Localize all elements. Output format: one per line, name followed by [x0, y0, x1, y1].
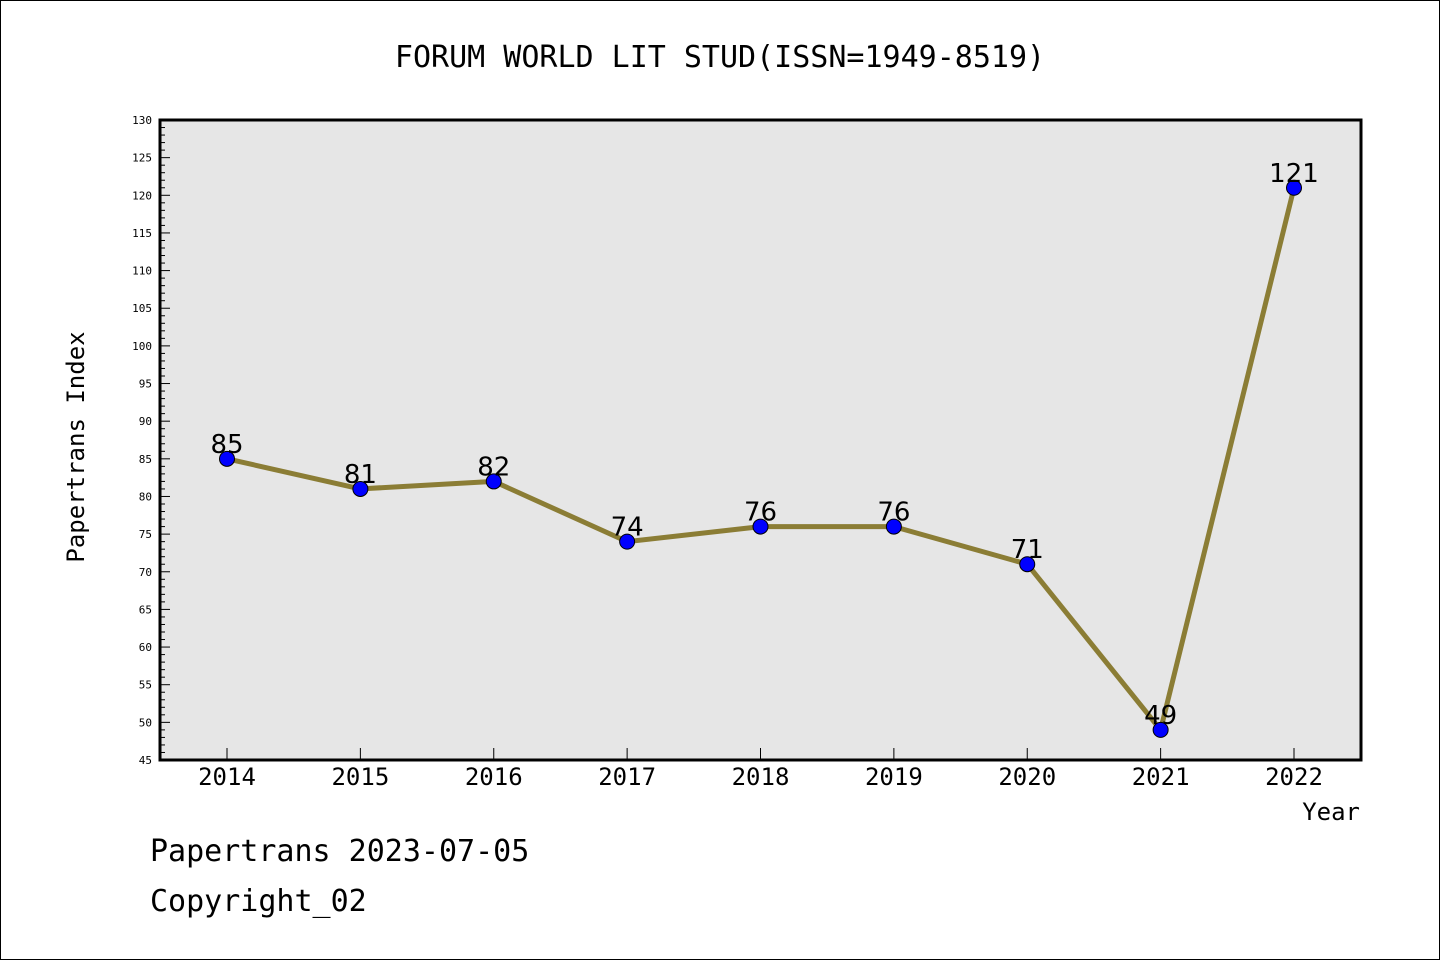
x-tick-label: 2021: [1132, 763, 1190, 791]
y-tick-label: 80: [139, 490, 152, 503]
y-tick-label: 60: [139, 641, 152, 654]
y-tick-label: 50: [139, 716, 152, 729]
y-tick-label: 120: [132, 189, 152, 202]
y-tick-label: 70: [139, 566, 152, 579]
series-markers: [219, 179, 1302, 738]
footer-copyright-text: Copyright_02: [150, 884, 367, 919]
y-axis-label: Papertrans Index: [62, 331, 90, 562]
data-point-marker: [1019, 556, 1036, 573]
data-point-marker: [485, 473, 502, 490]
data-point-marker: [352, 480, 369, 497]
data-label: 74: [611, 513, 644, 543]
plot-border: [158, 118, 1363, 762]
x-tick-label: 2019: [865, 763, 923, 791]
data-labels: 85 81 82 74 76 76 71 49 121: [210, 159, 1318, 731]
y-axis-tick-labels: 45 50 55 60 65 70 75 80 85 90 95 100 105 110 115 120 125…: [132, 114, 152, 767]
x-tick-label: 2017: [598, 763, 656, 791]
plot-area: [160, 120, 1361, 760]
y-tick-label: 45: [139, 754, 152, 767]
y-tick-label: 100: [132, 340, 152, 353]
x-tick-label: 2014: [198, 763, 256, 791]
y-tick-label: 75: [139, 528, 152, 541]
data-point-marker: [1286, 179, 1302, 196]
y-tick-label: 55: [139, 679, 152, 692]
data-label: 81: [344, 460, 377, 490]
y-tick-label: 65: [139, 603, 152, 616]
data-label: 85: [210, 430, 243, 460]
y-tick-label: 95: [139, 378, 152, 391]
data-point-marker: [219, 450, 235, 467]
x-tick-label: 2015: [331, 763, 389, 791]
y-tick-label: 85: [139, 453, 152, 466]
data-label: 121: [1269, 159, 1319, 189]
data-point-marker: [1152, 721, 1169, 738]
x-axis-label: Year: [1302, 798, 1360, 826]
y-tick-label: 115: [132, 227, 152, 240]
x-tick-label: 2018: [732, 763, 790, 791]
data-point-marker: [752, 518, 769, 535]
data-label: 82: [477, 452, 510, 482]
data-label: 76: [744, 498, 777, 528]
y-tick-label: 105: [132, 302, 152, 315]
x-axis-tick-labels: 2014 2015 2016 2017 2018 2019 2020 2021 2022: [198, 763, 1323, 791]
chart-title: FORUM WORLD LIT STUD(ISSN=1949-8519): [395, 40, 1045, 75]
data-point-marker: [885, 518, 902, 535]
y-tick-label: 130: [132, 114, 152, 127]
x-tick-label: 2022: [1265, 763, 1323, 791]
x-tick-label: 2016: [465, 763, 523, 791]
data-label: 71: [1011, 535, 1044, 565]
data-point-marker: [619, 533, 636, 550]
y-tick-label: 125: [132, 152, 152, 165]
data-label: 49: [1144, 701, 1177, 731]
footer-date-text: Papertrans 2023-07-05: [150, 834, 530, 869]
x-tick-label: 2020: [998, 763, 1056, 791]
y-tick-label: 110: [132, 265, 152, 278]
data-label: 76: [877, 498, 910, 528]
x-axis-ticks: [226, 748, 1295, 760]
y-tick-label: 90: [139, 415, 152, 428]
